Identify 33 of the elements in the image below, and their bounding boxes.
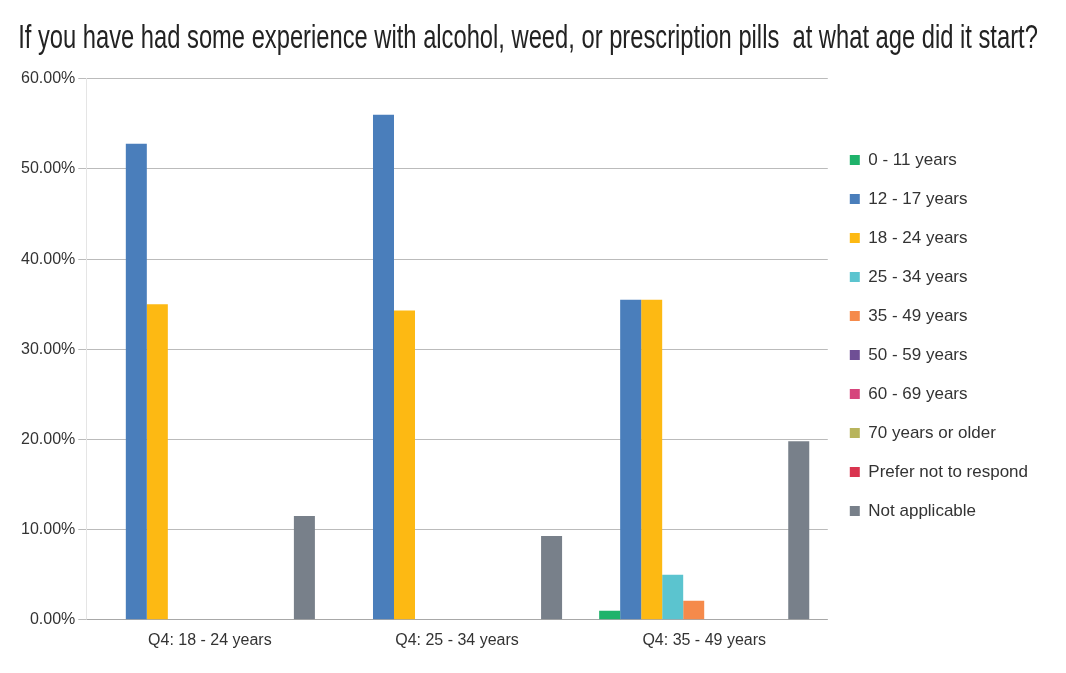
bar <box>146 304 168 620</box>
legend-label: 35 - 49 years <box>868 305 968 325</box>
x-tick-label: Q4: 25 - 34 years <box>395 630 519 648</box>
x-tick-label: Q4: 35 - 49 years <box>642 630 767 648</box>
bar <box>620 299 642 620</box>
y-tick-label: 0.00% <box>29 610 76 628</box>
legend-label: 0 - 11 years <box>868 149 957 169</box>
y-tick-label: 10.00% <box>21 520 76 538</box>
y-tick-label: 30.00% <box>21 339 76 357</box>
legend-label: Prefer not to respond <box>868 461 1029 481</box>
bar <box>293 516 315 620</box>
bar <box>125 143 147 620</box>
legend-label: 18 - 24 years <box>868 227 968 247</box>
y-tick-label: 60.00% <box>21 69 76 87</box>
x-tick-label: Q4: 18 - 24 years <box>148 630 272 648</box>
bar <box>372 114 394 620</box>
legend-label: 70 years or older <box>868 422 997 442</box>
bar <box>683 600 705 620</box>
bar <box>599 610 621 620</box>
legend-label: 60 - 69 years <box>868 383 968 403</box>
y-tick-label: 20.00% <box>21 429 76 447</box>
legend-label: 50 - 59 years <box>868 344 968 364</box>
bar <box>641 299 663 620</box>
bar <box>788 441 810 620</box>
y-tick-label: 50.00% <box>21 159 76 177</box>
bar <box>541 535 563 620</box>
chart-title: If you have had some experience with alcohol, weed, or prescription pills at what age did it start? <box>18 16 1038 55</box>
legend-label: 25 - 34 years <box>868 266 968 286</box>
legend-label: 12 - 17 years <box>868 188 968 208</box>
y-tick-label: 40.00% <box>21 249 76 267</box>
legend-label: Not applicable <box>868 500 977 520</box>
bar <box>662 574 684 620</box>
bar <box>394 310 416 620</box>
